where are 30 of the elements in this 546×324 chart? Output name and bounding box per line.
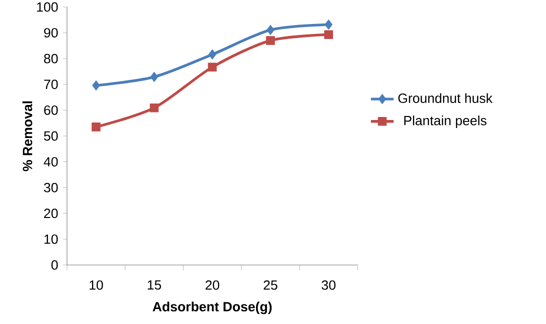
x-tick-label: 10	[90, 280, 103, 290]
point	[208, 62, 217, 72]
y-tick-label: 100	[37, 2, 58, 12]
y-tick-label: 10	[44, 234, 58, 244]
y-tick-label: 90	[44, 28, 58, 38]
legend-label: Plantain peels	[404, 116, 486, 128]
y-axis-title: % Removal	[22, 101, 32, 172]
point	[92, 80, 100, 90]
point	[150, 72, 158, 82]
y-tick-label: 80	[44, 54, 58, 64]
y-tick-label: 50	[44, 131, 58, 141]
point	[150, 103, 159, 112]
point	[208, 49, 216, 60]
x-tick-label: 20	[206, 280, 220, 290]
y-tick-label: 30	[44, 182, 58, 192]
point	[266, 24, 274, 36]
x-tick-label: 15	[148, 280, 162, 290]
x-tick-label: 25	[264, 280, 278, 290]
point	[324, 30, 333, 39]
y-tick-label: 0	[51, 260, 58, 270]
y-tick-label: 70	[44, 80, 58, 90]
x-axis-title: Adsorbent Dose(g)	[152, 302, 272, 314]
x-tick-label: 30	[322, 280, 336, 290]
y-tick-label: 40	[44, 157, 58, 167]
point	[266, 36, 275, 45]
y-tick-label: 60	[44, 105, 58, 115]
y-tick-label: 20	[44, 208, 58, 218]
point	[324, 19, 332, 30]
legend-label: Groundnut husk	[398, 93, 493, 103]
point	[92, 122, 100, 132]
